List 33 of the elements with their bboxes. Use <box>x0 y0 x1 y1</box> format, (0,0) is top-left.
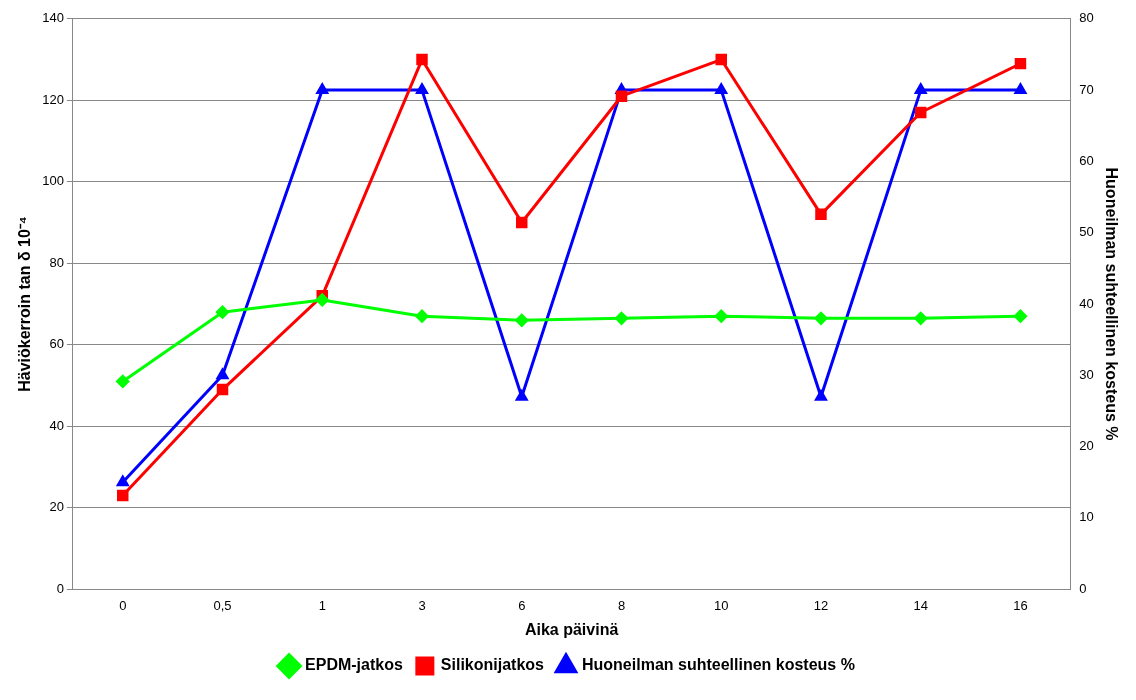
y2-tick-label: 30 <box>1079 366 1094 382</box>
y2-tick-label: 10 <box>1079 509 1094 525</box>
y2-tick-label: 70 <box>1079 81 1094 97</box>
x-tick-label: 0 <box>119 597 127 613</box>
legend-label: EPDM-jatkos <box>305 656 403 674</box>
y-tick-label: 80 <box>49 254 64 270</box>
y-tick-label: 140 <box>42 10 64 26</box>
y2-tick-label: 20 <box>1079 438 1094 454</box>
legend-label: Silikonijatkos <box>440 656 545 674</box>
x-tick-label: 1 <box>318 597 326 613</box>
y-axis-title: Häviökerroin tan δ 10⁻⁴ <box>16 216 34 392</box>
x-tick-label: 0,5 <box>213 597 232 613</box>
y-tick-label: 120 <box>42 91 64 107</box>
y-tick-label: 40 <box>49 417 64 433</box>
legend-label: Huoneilman suhteellinen kosteus % <box>582 656 855 674</box>
x-tick-label: 12 <box>813 597 829 613</box>
x-tick-label: 16 <box>1013 597 1028 613</box>
y-tick-label: 100 <box>42 173 64 189</box>
x-axis-title: Aika päivinä <box>524 620 619 638</box>
y2-tick-label: 80 <box>1079 10 1094 26</box>
y-tick-label: 20 <box>49 499 64 515</box>
x-tick-label: 8 <box>617 597 626 613</box>
y2-tick-label: 40 <box>1079 295 1094 311</box>
y2-tick-label: 60 <box>1079 152 1094 168</box>
y2-tick-label: 0 <box>1079 580 1087 596</box>
x-tick-label: 3 <box>418 597 426 613</box>
x-tick-label: 6 <box>518 597 526 613</box>
y2-axis-title: Huoneilman suhteellinen kosteus % <box>1102 167 1120 441</box>
y2-tick-label: 50 <box>1079 224 1094 240</box>
x-tick-label: 10 <box>714 597 729 613</box>
x-tick-label: 14 <box>913 597 928 613</box>
y-tick-label: 60 <box>49 336 64 352</box>
y-tick-label: 0 <box>56 580 64 596</box>
